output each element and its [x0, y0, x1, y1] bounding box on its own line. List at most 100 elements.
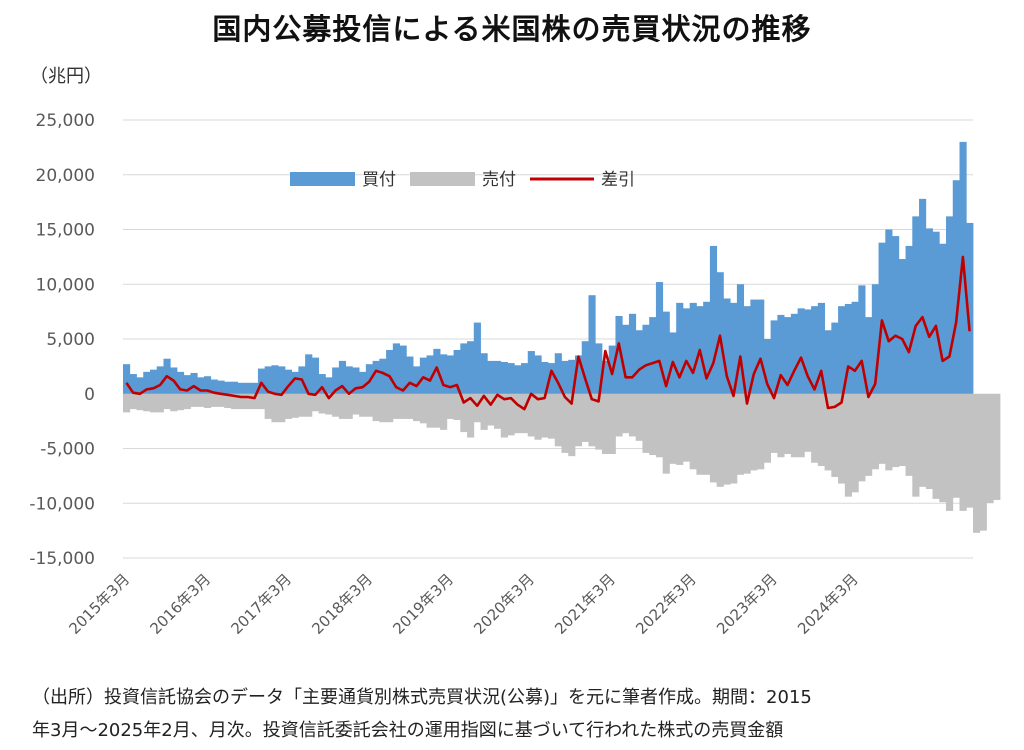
sell-bar [770, 393, 778, 453]
buy-bar [817, 302, 825, 394]
buy-bar [251, 382, 259, 394]
buy-bar [844, 303, 852, 394]
sell-bar [581, 393, 589, 442]
buy-bar [601, 360, 610, 394]
buy-bar [804, 309, 812, 394]
buy-bar [885, 229, 893, 394]
buy-bar [811, 306, 819, 394]
sell-bar [217, 393, 225, 407]
sell-bar [844, 393, 852, 497]
buy-bar [149, 369, 158, 394]
buy-bar [487, 360, 495, 394]
buy-bar [284, 369, 293, 394]
sell-bar [568, 393, 576, 457]
legend-label-buy: 買付 [362, 170, 396, 190]
buy-bar [386, 349, 394, 394]
buy-bar [190, 372, 198, 394]
buy-bar [649, 317, 657, 394]
sell-bar [784, 393, 792, 454]
sell-bar [257, 393, 266, 410]
sell-bar [284, 393, 293, 419]
sell-bar [406, 393, 414, 419]
buy-bar [338, 360, 347, 394]
net-line-layer [125, 255, 971, 411]
buy-bar [595, 343, 603, 394]
sell-bar [932, 393, 940, 499]
sell-bar [507, 393, 515, 436]
buy-bar [946, 216, 954, 394]
sell-bar [811, 393, 819, 463]
sell-bar [244, 393, 252, 410]
sell-bar [973, 393, 981, 533]
sell-bar [359, 393, 367, 417]
sell-bar [521, 393, 529, 434]
buy-bar [966, 222, 974, 394]
buy-bar [851, 301, 859, 394]
buy-bar [494, 360, 502, 394]
buy-bar [925, 228, 933, 394]
sell-bar [561, 393, 569, 453]
sell-bar [696, 393, 704, 475]
sell-bar [871, 393, 879, 470]
buy-bar [237, 382, 245, 394]
sell-bar [716, 393, 724, 487]
x-tick-label: 2015年3月 [66, 570, 134, 638]
buy-bar [750, 299, 758, 394]
buy-bar [305, 354, 313, 394]
sell-bar [615, 393, 623, 437]
x-tick-label: 2018年3月 [308, 570, 376, 638]
buy-bar [224, 381, 232, 394]
sell-bar [365, 393, 374, 417]
sell-bar [831, 393, 839, 477]
chart-plot: 25,000 20,000 15,000 10,000 5,000 0 -5,000 -10,… [29, 111, 1001, 638]
legend: 買付 売付 差引 [290, 170, 635, 190]
sell-bar [156, 393, 164, 413]
sell-bar [514, 393, 522, 434]
sell-bar [176, 393, 185, 411]
buy-bar [723, 298, 731, 394]
buy-bar [291, 371, 299, 394]
sell-bar [291, 393, 299, 418]
x-tick-label: 2023年3月 [713, 570, 781, 638]
legend-swatch-sell [410, 172, 475, 186]
buy-bar [345, 366, 353, 394]
buy-bar [399, 345, 407, 394]
buy-bar [642, 324, 650, 394]
buy-bar [136, 377, 144, 394]
buy-bar [905, 245, 913, 394]
legend-label-sell: 売付 [482, 170, 516, 190]
x-tick-label: 2019年3月 [389, 570, 457, 638]
x-tick-label: 2024年3月 [794, 570, 862, 638]
buy-bar [244, 382, 252, 394]
sell-bar [635, 393, 643, 441]
buy-bar [703, 301, 711, 394]
buy-bar [622, 324, 630, 394]
sell-bar [817, 393, 825, 467]
buy-bar [500, 361, 508, 394]
buy-bar [932, 231, 940, 394]
buy-bar [628, 313, 637, 394]
legend-swatch-buy [290, 172, 355, 186]
sell-bar [790, 393, 799, 458]
sell-bar [210, 393, 218, 407]
buy-bar [689, 302, 697, 394]
buy-bar [831, 322, 839, 394]
sell-bar [952, 393, 960, 498]
sell-bar [878, 393, 886, 464]
sell-bar [689, 393, 697, 470]
buy-bar [392, 343, 400, 394]
buy-bar [952, 180, 960, 394]
buy-bar [716, 272, 724, 394]
buy-bar [453, 349, 461, 394]
sell-bar [851, 393, 859, 493]
y-unit-label: （兆円） [30, 66, 102, 87]
sell-bar [588, 393, 596, 447]
buy-bar [467, 341, 475, 394]
sell-bar [203, 393, 212, 408]
buy-bar [709, 245, 718, 394]
buy-bar [514, 365, 522, 394]
buy-bar [588, 295, 596, 394]
buy-bar [143, 371, 151, 394]
buy-bar [278, 366, 286, 394]
buy-bar [176, 371, 185, 394]
